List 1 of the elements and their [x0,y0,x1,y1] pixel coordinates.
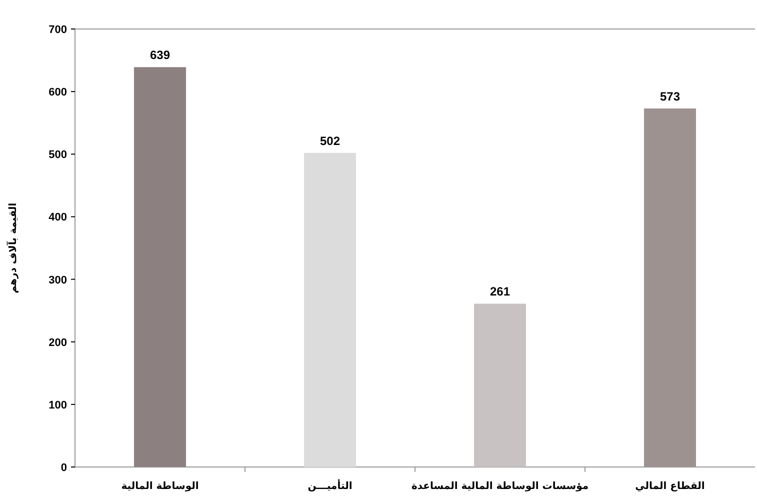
ylabel: القيمة بآلاف درهم [8,202,19,294]
